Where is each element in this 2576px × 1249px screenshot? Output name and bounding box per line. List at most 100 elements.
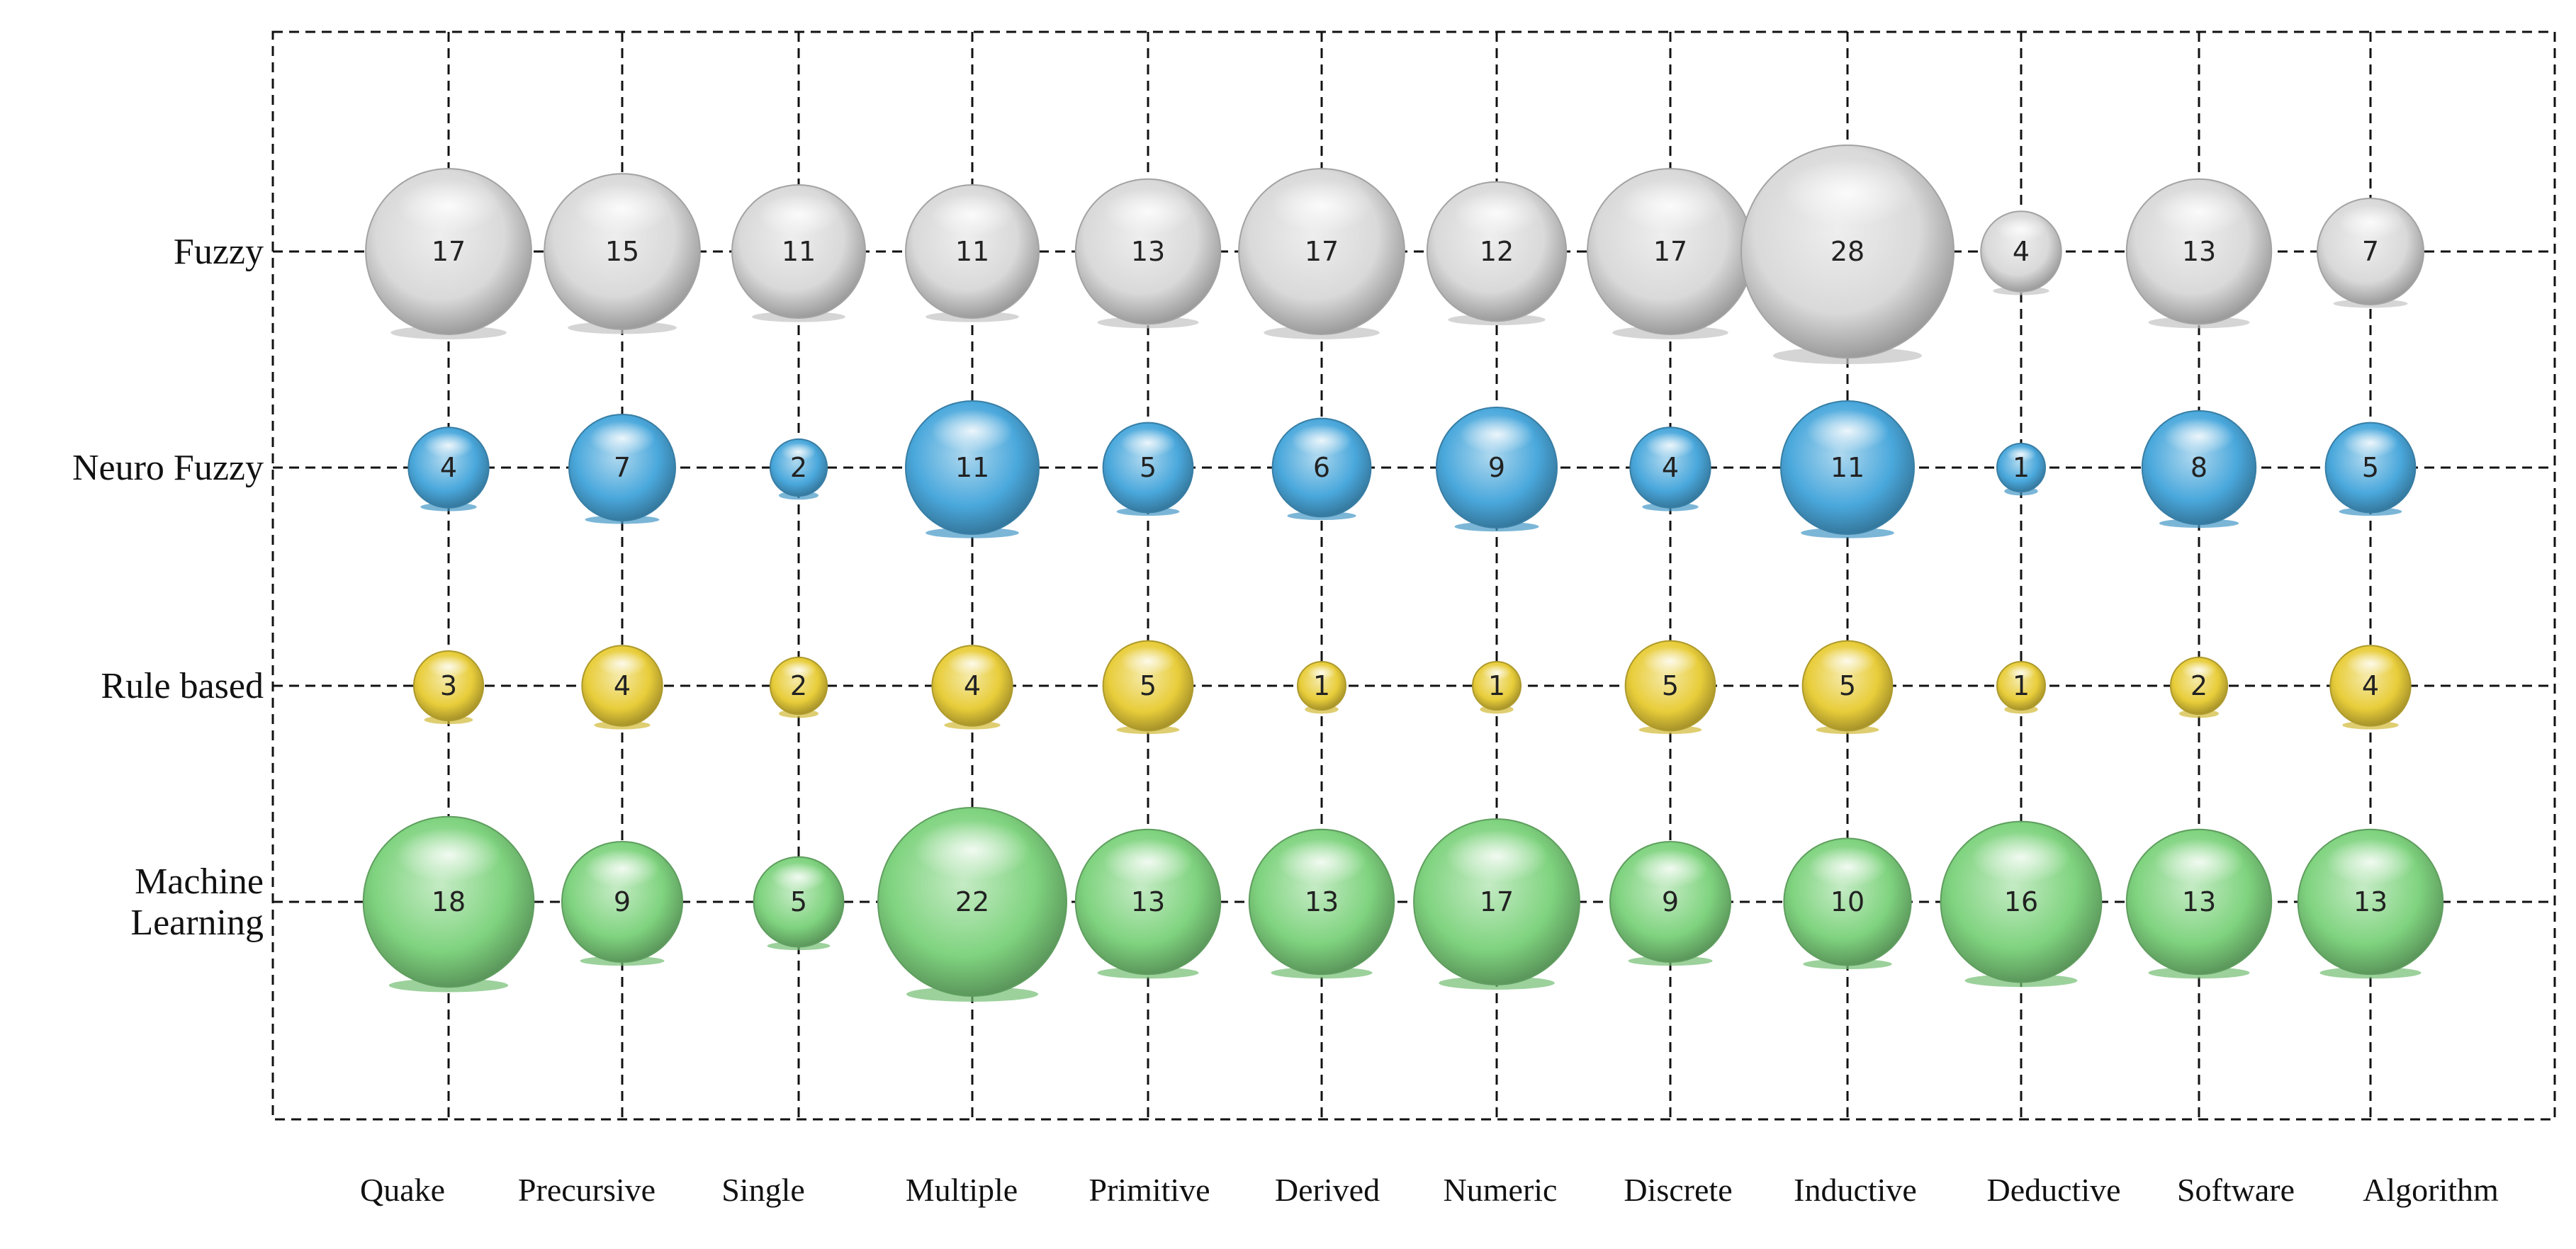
- bubble-value-label: 6: [1313, 452, 1330, 483]
- column-labels: Quake Precursive Single Multiple Primitive De…: [360, 1172, 2499, 1208]
- bubble-value-label: 9: [614, 886, 631, 917]
- bubble-value-label: 13: [1305, 886, 1339, 917]
- bubble: 13: [2125, 828, 2273, 979]
- bubble-value-label: 2: [2190, 670, 2207, 701]
- bubble: 17: [1587, 168, 1754, 339]
- bubble-value-label: 4: [2362, 670, 2379, 701]
- bubble: 5: [753, 856, 845, 951]
- bubble-value-label: 1: [1313, 670, 1330, 701]
- bubble-value-label: 5: [1839, 670, 1856, 701]
- bubble-value-label: 5: [1140, 670, 1157, 701]
- bubble-gloss: [1290, 424, 1353, 457]
- bubble-gloss: [1120, 428, 1176, 458]
- bubble-value-label: 9: [1488, 452, 1505, 483]
- bubble-value-label: 4: [2013, 236, 2030, 267]
- bubble: 13: [1074, 828, 1222, 979]
- category-label: Numeric: [1444, 1172, 1558, 1208]
- bubble: 2: [769, 438, 828, 500]
- bubble-gloss: [1633, 849, 1708, 888]
- bubble: 22: [877, 807, 1067, 1002]
- bubble-gloss: [947, 650, 998, 677]
- bubble-gloss: [2164, 418, 2234, 455]
- series-label: Rule based: [101, 666, 264, 706]
- bubble-value-label: 1: [2013, 670, 2030, 701]
- plot-frame: [271, 30, 2556, 1121]
- bubble: 1: [1996, 661, 2046, 714]
- bubble-value-label: 9: [1662, 886, 1679, 917]
- row-labels: Fuzzy Neuro Fuzzy Rule based Machine Learnin…: [72, 232, 264, 943]
- bubble-gloss: [1103, 188, 1193, 235]
- bubble-value-label: 11: [955, 452, 989, 483]
- bubble-gloss: [2342, 428, 2399, 458]
- bubble-gloss: [427, 655, 471, 678]
- category-label: Algorithm: [2363, 1172, 2499, 1208]
- bubble: 12: [1426, 181, 1568, 326]
- bubble: 8: [2141, 409, 2257, 528]
- bubble-value-label: 13: [2182, 236, 2216, 267]
- category-label: Derived: [1275, 1172, 1380, 1208]
- bubble: 10: [1783, 837, 1912, 970]
- bubble-gloss: [770, 862, 827, 892]
- bubble-value-label: 28: [1830, 236, 1864, 267]
- bubble-gloss: [585, 849, 660, 888]
- category-label: Discrete: [1624, 1172, 1732, 1208]
- bubble-value-label: 5: [1662, 670, 1679, 701]
- category-label: Deductive: [1986, 1172, 2120, 1208]
- bubble-value-label: 16: [2004, 886, 2038, 917]
- bubble: 15: [544, 173, 701, 334]
- bubble-value-label: 5: [790, 886, 807, 917]
- bubble-gloss: [573, 183, 671, 234]
- bubble: 3: [412, 650, 485, 725]
- category-label: Precursive: [518, 1172, 656, 1208]
- bubble-gloss: [781, 661, 816, 679]
- bubble: 17: [365, 168, 532, 339]
- bubble: 9: [1435, 406, 1558, 532]
- bubble: 4: [407, 426, 490, 512]
- bubble: 11: [904, 400, 1040, 538]
- bubble-gloss: [913, 820, 1031, 881]
- bubble: 5: [1624, 640, 1716, 735]
- bubble-value-label: 3: [440, 670, 457, 701]
- bubbles: 17 15 11 11 13 17 12 17 28 4 13 74 7 2 11 5 6 9 4 11 1 8 53 4 2 4…: [362, 145, 2444, 1002]
- category-label: Primitive: [1089, 1172, 1210, 1208]
- bubble-gloss: [2154, 839, 2244, 886]
- bubble-gloss: [2181, 661, 2217, 679]
- bubble-gloss: [930, 193, 1014, 237]
- bubble-value-label: 5: [2362, 452, 2379, 483]
- bubble: 9: [1609, 840, 1732, 966]
- bubble: 11: [904, 183, 1040, 322]
- bubble-gloss: [1645, 432, 1696, 458]
- bubble: 1: [1996, 443, 2046, 496]
- bubble-gloss: [1819, 646, 1876, 676]
- bubble-value-label: 11: [1830, 452, 1864, 483]
- bubble-gloss: [423, 432, 474, 458]
- bubble-gloss: [1453, 191, 1540, 236]
- bubble-value-label: 4: [964, 670, 981, 701]
- bubble-gloss: [781, 443, 816, 461]
- bubble-gloss: [395, 827, 502, 883]
- bubble: 7: [568, 414, 676, 524]
- bubble-gloss: [1996, 216, 2047, 242]
- bubble-gloss: [1103, 839, 1193, 886]
- bubble-value-label: 2: [790, 452, 807, 483]
- bubble: 13: [2297, 828, 2444, 979]
- bubble-gloss: [597, 650, 648, 677]
- bubble-gloss: [1445, 830, 1548, 883]
- bubble-value-label: 17: [432, 236, 466, 267]
- bubble: 4: [581, 645, 663, 730]
- bubble: 5: [2324, 422, 2417, 516]
- bubble-gloss: [1971, 832, 2071, 883]
- bubble-gloss: [757, 193, 840, 237]
- bubble-value-label: 13: [1131, 886, 1165, 917]
- bubble-gloss: [2337, 205, 2404, 239]
- bubble-value-label: 17: [1653, 236, 1687, 267]
- bubble-value-label: 22: [955, 886, 989, 917]
- bubble: 1: [1472, 661, 1522, 714]
- bubble-value-label: 8: [2190, 452, 2207, 483]
- bubble-value-label: 18: [432, 886, 466, 917]
- bubble: 7: [2317, 198, 2424, 308]
- bubble: 5: [1102, 422, 1194, 516]
- bubble-gloss: [1459, 415, 1534, 454]
- bubble: 11: [731, 183, 867, 322]
- bubble: 2: [769, 656, 828, 718]
